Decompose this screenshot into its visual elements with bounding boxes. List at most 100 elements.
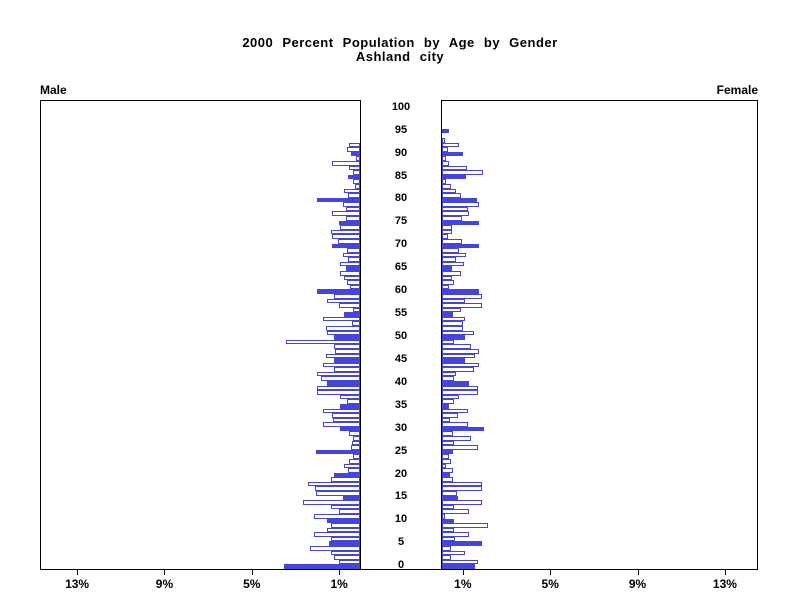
- bar-female-age-69: [442, 248, 459, 253]
- age-tick-label-25: 25: [394, 444, 408, 457]
- bar-male-age-41: [320, 376, 360, 382]
- bar-male-age-65: [345, 266, 360, 272]
- bar-female-age-16: [442, 491, 458, 496]
- bar-male-age-5: [329, 541, 360, 547]
- age-tick-label-55: 55: [394, 307, 408, 320]
- bar-male-age-49: [285, 339, 360, 345]
- bar-female-age-10: [442, 518, 455, 524]
- x-tick-left-1: [339, 570, 341, 575]
- bar-male-age-6: [330, 536, 360, 542]
- bar-male-age-79: [342, 202, 360, 207]
- bar-male-age-77: [331, 211, 360, 216]
- bar-male-age-61: [350, 284, 360, 290]
- bar-female-age-22: [442, 463, 447, 469]
- x-tick-label-left-13: 13%: [65, 577, 90, 591]
- bar-female-age-34: [442, 408, 468, 414]
- bar-male-age-0: [283, 564, 360, 569]
- bar-male-age-53: [352, 321, 360, 327]
- bar-female-age-0: [442, 564, 475, 569]
- bar-female-age-40: [442, 381, 470, 386]
- bar-female-age-59: [442, 293, 483, 299]
- age-tick-label-5: 5: [397, 536, 405, 549]
- bar-female-age-50: [442, 335, 466, 340]
- male-bars-panel: [40, 100, 361, 570]
- bar-male-age-40: [327, 381, 360, 386]
- bar-male-age-32: [332, 417, 360, 423]
- bar-male-age-88: [331, 161, 360, 166]
- age-tick-label-70: 70: [394, 238, 408, 251]
- bar-female-age-75: [442, 220, 479, 226]
- bar-male-age-18: [307, 481, 360, 487]
- age-tick-label-45: 45: [394, 352, 408, 365]
- x-tick-left-9: [164, 570, 166, 575]
- bar-female-age-82: [442, 188, 456, 194]
- x-tick-left-5: [251, 570, 253, 575]
- bar-male-age-81: [348, 193, 360, 198]
- bar-male-age-78: [345, 206, 360, 212]
- bar-male-age-42: [317, 371, 360, 377]
- bar-male-age-44: [322, 362, 360, 368]
- bar-male-age-75: [339, 220, 360, 226]
- bar-female-age-38: [442, 390, 478, 395]
- age-tick-label-80: 80: [394, 192, 408, 205]
- bar-female-age-7: [442, 532, 470, 537]
- bar-male-age-86: [353, 170, 360, 175]
- bar-female-age-44: [442, 362, 479, 368]
- bar-male-age-92: [349, 142, 360, 148]
- bar-female-age-86: [442, 170, 483, 175]
- age-tick-label-60: 60: [394, 284, 408, 297]
- bar-female-age-74: [442, 225, 453, 230]
- age-tick-label-10: 10: [394, 513, 408, 526]
- bar-male-age-15: [342, 495, 360, 501]
- bar-male-age-50: [333, 335, 360, 340]
- bar-male-age-46: [326, 353, 360, 359]
- bar-male-age-1: [339, 559, 360, 565]
- bar-male-age-37: [340, 394, 360, 400]
- bar-male-age-26: [351, 445, 360, 450]
- bar-male-age-22: [343, 463, 360, 469]
- bar-male-age-89: [355, 156, 360, 161]
- bar-female-age-28: [442, 436, 472, 441]
- bar-female-age-61: [442, 284, 450, 290]
- bar-female-age-95: [442, 128, 450, 134]
- x-tick-left-13: [77, 570, 79, 575]
- bar-female-age-48: [442, 344, 472, 349]
- bar-male-age-90: [351, 151, 360, 157]
- bar-female-age-33: [442, 413, 458, 418]
- age-tick-label-90: 90: [394, 146, 408, 159]
- bar-female-age-1: [442, 559, 479, 565]
- bar-male-age-28: [353, 436, 360, 441]
- bar-male-age-47: [334, 348, 360, 354]
- bar-female-age-92: [442, 142, 459, 148]
- bar-male-age-83: [354, 183, 360, 189]
- bar-female-age-37: [442, 394, 459, 400]
- bar-male-age-70: [331, 243, 360, 249]
- bar-male-age-21: [348, 468, 360, 473]
- age-tick-label-30: 30: [394, 421, 408, 434]
- bar-male-age-55: [343, 312, 360, 317]
- bar-female-age-85: [442, 174, 467, 180]
- bar-female-age-20: [442, 472, 451, 478]
- bar-female-age-88: [442, 161, 449, 166]
- bar-male-age-45: [333, 358, 360, 363]
- bar-female-age-15: [442, 495, 458, 501]
- bar-male-age-62: [346, 280, 360, 285]
- bar-female-age-41: [442, 376, 455, 382]
- bar-male-age-27: [352, 440, 360, 446]
- bar-male-age-48: [333, 344, 360, 349]
- bar-male-age-80: [317, 197, 360, 203]
- bar-female-age-51: [442, 330, 475, 336]
- bar-male-age-16: [316, 491, 360, 496]
- bar-male-age-74: [340, 225, 360, 230]
- bar-female-age-24: [442, 454, 449, 459]
- x-tick-right-9: [637, 570, 639, 575]
- bar-female-age-55: [442, 312, 454, 317]
- x-axis-line: [40, 569, 758, 570]
- x-tick-right-1: [462, 570, 464, 575]
- bar-male-age-33: [331, 413, 360, 418]
- bar-female-age-87: [442, 165, 467, 171]
- bar-female-age-12: [442, 509, 469, 514]
- age-tick-label-20: 20: [394, 467, 408, 480]
- bar-male-age-36: [346, 399, 360, 404]
- bar-female-age-80: [442, 197, 477, 203]
